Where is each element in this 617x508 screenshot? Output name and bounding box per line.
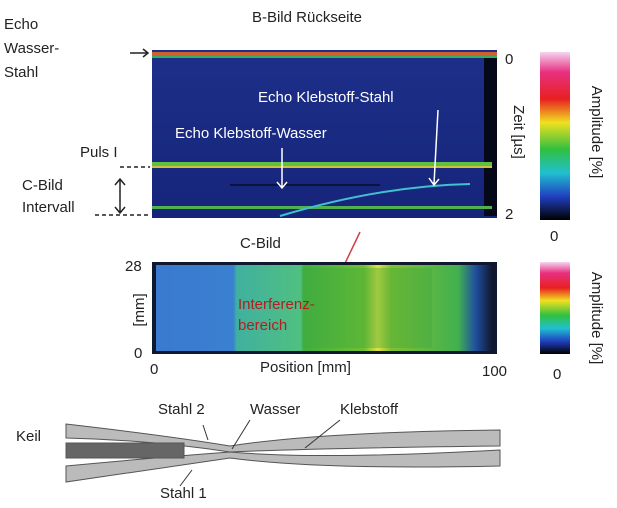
figure: B-Bild Rückseite Echo Wasser- Stahl Echo… [0,0,617,508]
region-label: Interferenz- [238,296,315,313]
b-title: B-Bild Rückseite [252,9,362,26]
page: B-Bild Rückseite Echo Wasser- Stahl Echo… [0,0,617,508]
echo-adhesive-water: Echo Klebstoff-Wasser [175,125,327,142]
c-interval: C-Bild [22,177,63,194]
x-label: Position [mm] [260,359,351,376]
c-colorbar-label: Amplitude [%] [588,272,605,365]
diagram-label: Keil [16,428,41,445]
region-label: bereich [238,317,287,334]
c-interval: Intervall [22,199,75,216]
diagram-label: Stahl 1 [160,485,207,502]
echo-adhesive-steel: Echo Klebstoff-Stahl [258,89,394,106]
x-tick: 0 [150,361,158,378]
b-colorbar-min: 0 [550,228,558,245]
echo-water-steel: Echo [4,16,38,33]
c-title: C-Bild [240,235,281,252]
b-colorbar [540,52,570,220]
echo-water-steel: Wasser- [4,40,59,57]
b-colorbar-label: Amplitude [%] [588,86,605,179]
c-colorbar [540,262,570,354]
x-tick: 100 [482,363,507,380]
time-tick: 0 [505,51,513,68]
pulse-label: Puls I [80,144,118,161]
c-scan-image [152,262,497,354]
diagram-label: Wasser [250,401,300,418]
y-label: [mm] [131,293,148,326]
y-tick: 0 [134,345,142,362]
c-colorbar-min: 0 [553,366,561,383]
diagram-label: Klebstoff [340,401,399,418]
specimen-diagram [66,420,500,486]
time-tick: 2 [505,206,513,223]
diagram-label: Stahl 2 [158,401,205,418]
y-tick: 28 [125,258,142,275]
time-label: Zeit [µs] [510,105,527,159]
echo-water-steel: Stahl [4,64,38,81]
